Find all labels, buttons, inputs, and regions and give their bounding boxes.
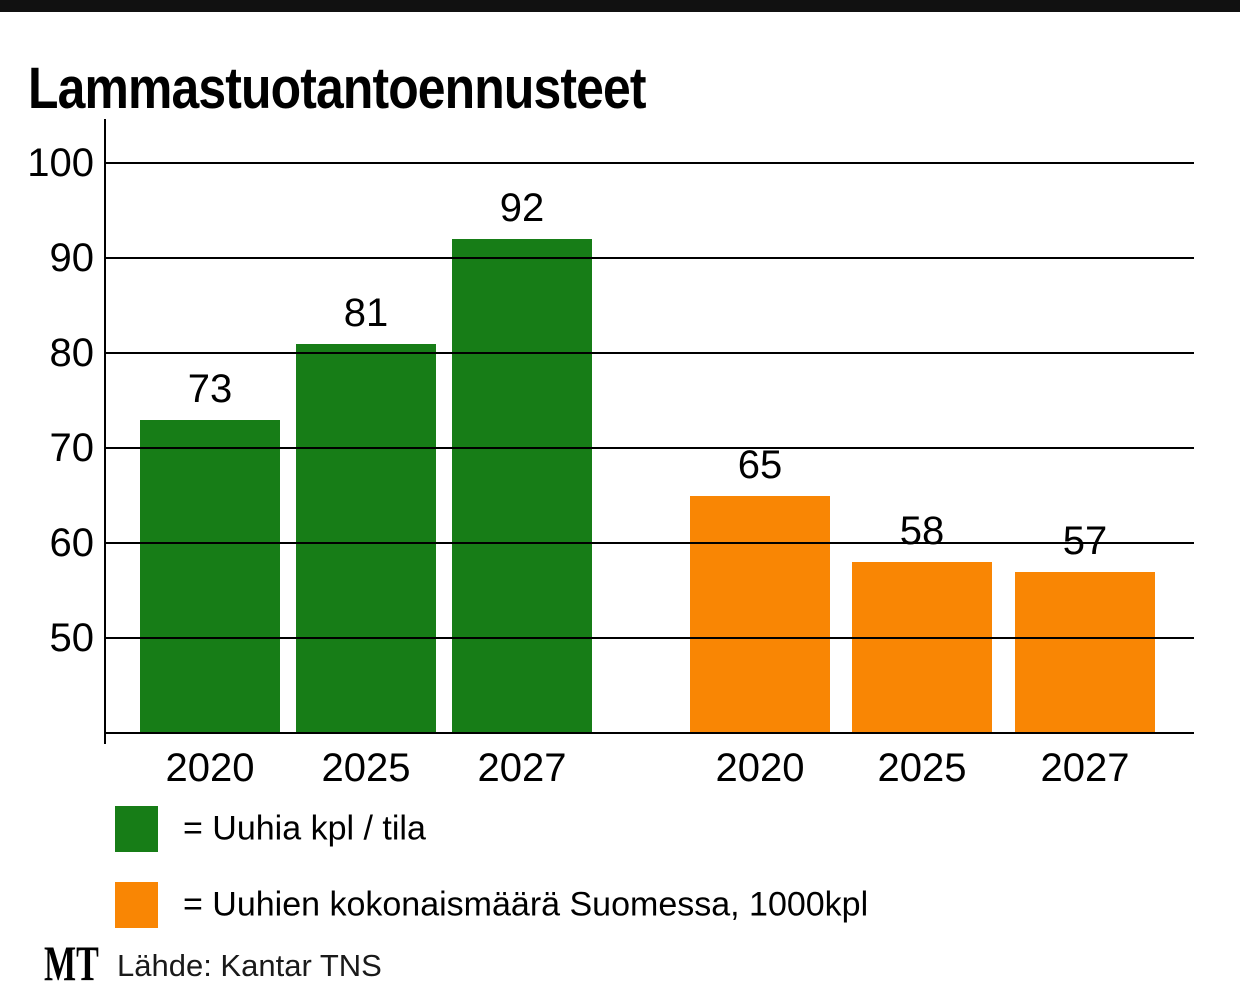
source-text: Lähde: Kantar TNS bbox=[117, 948, 382, 983]
bar bbox=[1015, 571, 1155, 733]
y-axis-label: 70 bbox=[49, 426, 95, 470]
mt-logo: MT bbox=[44, 935, 99, 988]
bar bbox=[852, 562, 992, 733]
bar-value-label: 58 bbox=[899, 509, 945, 553]
gridline bbox=[104, 732, 1194, 734]
x-axis-label: 2020 bbox=[715, 746, 805, 790]
bar-value-label: 65 bbox=[737, 442, 783, 487]
y-axis-label: 90 bbox=[49, 236, 95, 280]
bar-value-label: 81 bbox=[343, 290, 389, 335]
legend-label-orange: = Uuhien kokonaismäärä Suomessa, 1000kpl bbox=[183, 885, 869, 924]
bar-value-label: 92 bbox=[499, 186, 545, 230]
gridline bbox=[104, 257, 1194, 259]
x-axis-label: 2027 bbox=[477, 746, 567, 790]
y-axis-label: 50 bbox=[49, 616, 95, 660]
bar-value-label: 57 bbox=[1062, 518, 1108, 563]
y-axis-label: 60 bbox=[49, 521, 95, 565]
chart-title: Lammastuotantoennusteet bbox=[28, 55, 647, 121]
x-axis-label: 2027 bbox=[1040, 746, 1130, 790]
gridline bbox=[104, 447, 1194, 449]
y-axis-label: 100 bbox=[27, 141, 94, 185]
gridline bbox=[104, 542, 1194, 544]
x-axis-label: 2025 bbox=[877, 746, 967, 790]
bar-value-label: 73 bbox=[187, 366, 233, 411]
gridline bbox=[104, 637, 1194, 639]
legend-label-green: = Uuhia kpl / tila bbox=[183, 809, 426, 848]
footer: MT Lähde: Kantar TNS bbox=[0, 938, 1240, 988]
x-axis-label: 2025 bbox=[321, 746, 411, 790]
x-axis-label: 2020 bbox=[165, 746, 255, 790]
y-axis-line bbox=[104, 119, 106, 744]
top-border-bar bbox=[0, 0, 1240, 12]
gridline bbox=[104, 162, 1194, 164]
bar bbox=[296, 343, 436, 733]
gridline bbox=[104, 352, 1194, 354]
bar bbox=[452, 239, 592, 733]
legend-swatch-green bbox=[115, 806, 158, 852]
y-axis-label: 80 bbox=[49, 331, 95, 375]
bar bbox=[690, 495, 830, 733]
legend-swatch-orange bbox=[115, 882, 158, 928]
bar bbox=[140, 419, 280, 733]
